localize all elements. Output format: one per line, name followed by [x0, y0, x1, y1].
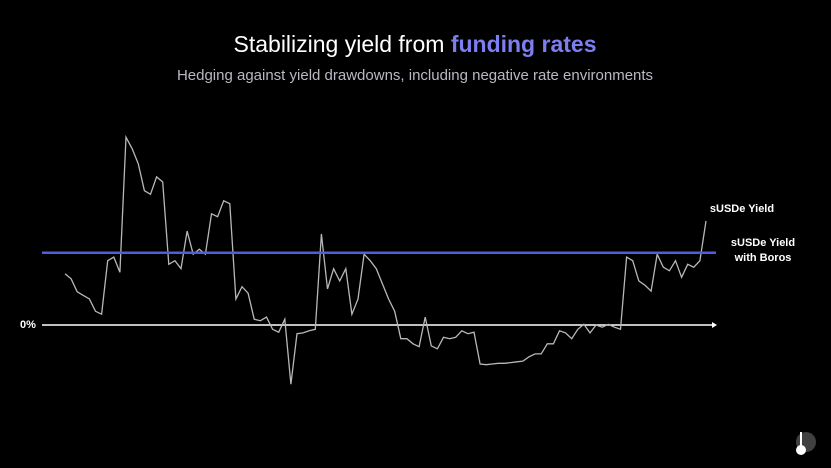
chart-subtitle: Hedging against yield drawdowns, includi… — [177, 67, 653, 84]
yield-line — [64, 134, 707, 385]
title-highlight: funding rates — [451, 31, 597, 57]
corner-icon — [796, 432, 816, 455]
title-main: Stabilizing yield from — [234, 31, 445, 57]
legend-label: sUSDe Yield with Boros — [730, 237, 796, 264]
chart-title: Stabilizing yield from funding rates — [234, 31, 597, 57]
y-tick-label: 0% — [20, 319, 36, 331]
legend-label: sUSDe Yield — [710, 203, 774, 215]
axis-arrow — [712, 322, 717, 328]
